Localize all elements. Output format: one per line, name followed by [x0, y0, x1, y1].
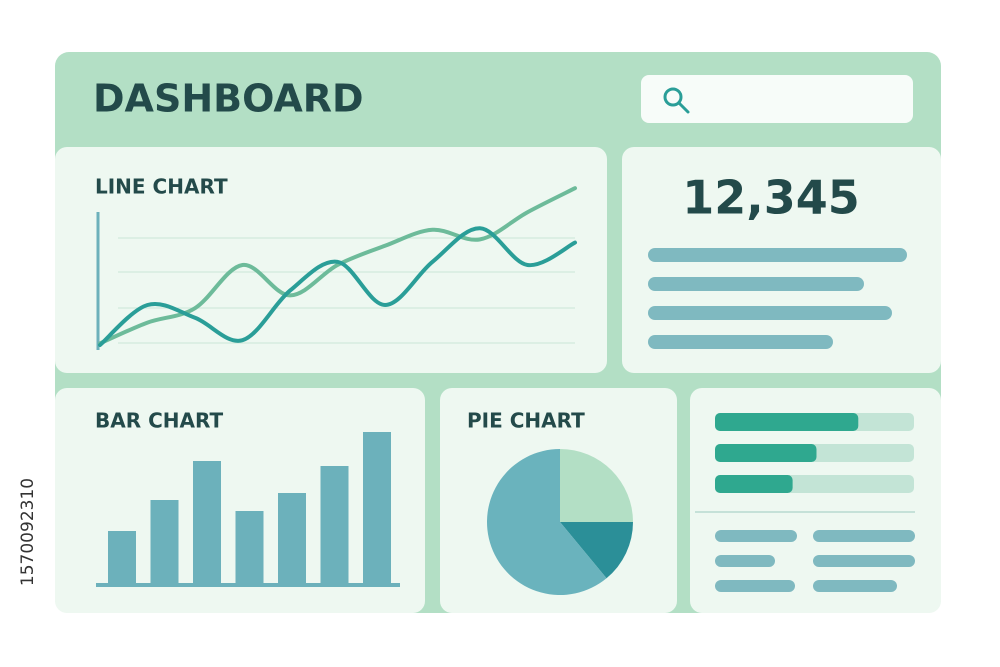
- line-grid: [118, 237, 575, 344]
- text-line: [715, 555, 775, 567]
- text-line: [715, 580, 795, 592]
- text-line: [648, 248, 907, 262]
- text-line: [648, 335, 833, 349]
- bar: [193, 461, 221, 584]
- text-line: [813, 580, 897, 592]
- search-icon: [663, 87, 683, 107]
- progress-bar: [715, 444, 817, 462]
- bar: [363, 432, 391, 584]
- stat-value: 12,345: [682, 171, 860, 225]
- progress-bar: [715, 413, 859, 431]
- pie-chart-title: PIE CHART: [467, 409, 585, 433]
- bar: [150, 500, 179, 584]
- bar: [320, 466, 349, 584]
- list-lines: [715, 530, 915, 592]
- search-icon-handle: [677, 101, 690, 114]
- text-line: [813, 530, 915, 542]
- bar: [108, 531, 136, 584]
- line-series: [98, 226, 577, 347]
- image-id: 1570092310: [18, 478, 38, 586]
- line-chart-title: LINE CHART: [95, 175, 228, 199]
- dashboard-title: DASHBOARD: [93, 77, 364, 121]
- stat-lines: [648, 248, 907, 349]
- text-line: [648, 277, 864, 291]
- text-line: [715, 530, 797, 542]
- bar: [278, 493, 306, 584]
- progress-bar: [715, 475, 793, 493]
- text-line: [648, 306, 892, 320]
- pie-slice: [560, 522, 633, 579]
- pie-slice: [486, 449, 607, 595]
- pie-slice: [560, 449, 633, 522]
- search-box[interactable]: [641, 75, 913, 123]
- bar-chart-title: BAR CHART: [95, 409, 223, 433]
- bar: [235, 511, 264, 584]
- text-line: [813, 555, 915, 567]
